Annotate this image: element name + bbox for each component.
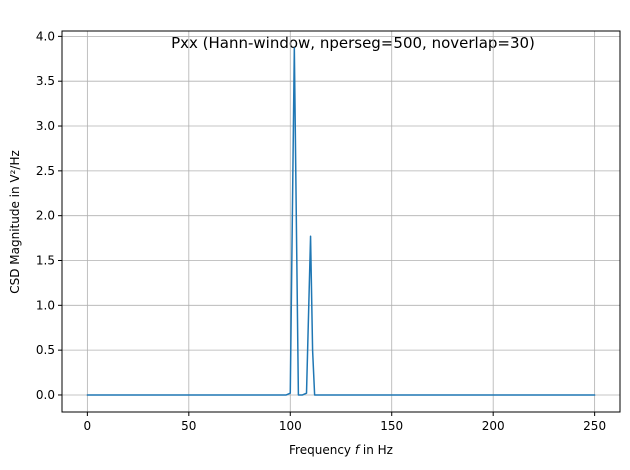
x-tick-label: 200 (482, 419, 505, 433)
series-layer (86, 47, 596, 396)
series-line (86, 47, 596, 396)
x-tick-label: 50 (181, 419, 196, 433)
y-tick-label: 2.0 (36, 209, 55, 223)
x-tick-label: 150 (380, 419, 403, 433)
y-tick-label: 4.0 (36, 29, 55, 43)
chart-title: Pxx (Hann-window, nperseg=500, noverlap=… (171, 34, 535, 52)
y-tick-label: 3.5 (36, 74, 55, 88)
y-tick-label: 1.5 (36, 253, 55, 267)
axes-frame (61, 30, 621, 413)
x-tick-label: 250 (583, 419, 606, 433)
y-axis-label: CSD Magnitude in V²/Hz (8, 150, 22, 294)
x-tick-label: 100 (279, 419, 302, 433)
y-tick-label: 0.0 (36, 388, 55, 402)
y-tick-label: 1.0 (36, 298, 55, 312)
x-axis-label: Frequency f in Hz (289, 443, 393, 457)
ticks: 0 50 100 150 200 250 0.0 0.5 1.0 1.5 2.0 2.5 3.0 3.5 4… (36, 29, 606, 433)
y-tick-label: 2.5 (36, 164, 55, 178)
y-tick-label: 3.0 (36, 119, 55, 133)
grid-lines (62, 31, 620, 412)
x-tick-label: 0 (84, 419, 92, 433)
y-tick-label: 0.5 (36, 343, 55, 357)
